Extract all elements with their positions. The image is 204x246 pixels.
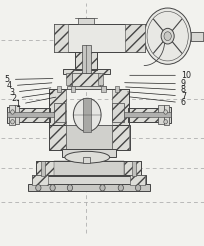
Bar bbox=[65, 125, 111, 150]
Bar bbox=[14, 105, 19, 124]
Bar bbox=[124, 24, 145, 52]
Circle shape bbox=[135, 185, 140, 191]
Bar bbox=[7, 107, 11, 123]
Bar bbox=[72, 73, 100, 88]
Bar bbox=[158, 105, 163, 124]
Bar bbox=[127, 108, 168, 122]
Bar bbox=[48, 125, 129, 150]
Bar bbox=[9, 105, 14, 125]
Text: 8: 8 bbox=[125, 85, 185, 94]
Bar bbox=[83, 98, 91, 132]
Bar bbox=[163, 105, 169, 125]
Bar bbox=[111, 89, 128, 125]
Text: 5: 5 bbox=[5, 75, 53, 84]
Bar bbox=[48, 89, 65, 125]
Bar bbox=[36, 161, 141, 176]
Text: 4: 4 bbox=[7, 81, 52, 90]
Circle shape bbox=[163, 110, 167, 114]
Bar bbox=[82, 156, 89, 163]
Bar bbox=[57, 86, 60, 92]
Bar bbox=[121, 112, 170, 117]
Bar bbox=[62, 69, 109, 74]
Circle shape bbox=[11, 110, 14, 114]
Circle shape bbox=[50, 185, 55, 191]
Bar bbox=[9, 108, 49, 122]
Bar bbox=[75, 52, 97, 70]
Circle shape bbox=[67, 185, 72, 191]
Bar bbox=[111, 125, 128, 150]
Bar bbox=[129, 175, 145, 185]
Text: 3: 3 bbox=[9, 88, 51, 97]
Bar bbox=[75, 52, 97, 70]
Bar bbox=[123, 161, 141, 176]
Text: 10: 10 bbox=[129, 71, 190, 80]
Bar bbox=[97, 73, 103, 85]
Circle shape bbox=[163, 120, 167, 124]
Bar bbox=[66, 73, 71, 85]
Circle shape bbox=[35, 185, 41, 191]
Text: 6: 6 bbox=[129, 97, 185, 108]
Circle shape bbox=[11, 120, 14, 124]
Circle shape bbox=[99, 185, 105, 191]
Bar bbox=[166, 107, 170, 123]
Bar bbox=[28, 184, 150, 191]
Text: 7: 7 bbox=[127, 92, 185, 101]
Text: 9: 9 bbox=[124, 79, 185, 88]
Bar bbox=[53, 24, 68, 52]
Bar bbox=[9, 108, 49, 122]
Bar bbox=[101, 86, 105, 92]
Bar bbox=[131, 161, 135, 176]
Bar bbox=[71, 86, 75, 92]
Bar bbox=[53, 103, 65, 122]
Bar bbox=[7, 112, 55, 117]
Bar bbox=[112, 103, 123, 122]
Bar bbox=[190, 32, 202, 41]
Ellipse shape bbox=[64, 151, 109, 163]
Bar bbox=[53, 24, 145, 52]
Circle shape bbox=[118, 185, 123, 191]
Bar bbox=[41, 161, 45, 176]
Circle shape bbox=[144, 8, 190, 64]
Bar bbox=[48, 125, 65, 150]
Text: 2: 2 bbox=[11, 93, 53, 103]
Bar bbox=[127, 108, 168, 122]
Bar bbox=[78, 18, 94, 24]
Bar bbox=[36, 161, 53, 176]
Circle shape bbox=[160, 28, 173, 44]
Bar bbox=[53, 161, 123, 176]
Bar bbox=[67, 86, 105, 89]
Circle shape bbox=[73, 98, 101, 132]
Bar bbox=[32, 175, 146, 185]
Bar bbox=[114, 86, 118, 92]
Bar bbox=[81, 45, 90, 73]
Bar bbox=[61, 149, 116, 157]
Bar bbox=[32, 175, 47, 185]
Text: 1: 1 bbox=[15, 97, 56, 109]
Circle shape bbox=[163, 32, 171, 41]
